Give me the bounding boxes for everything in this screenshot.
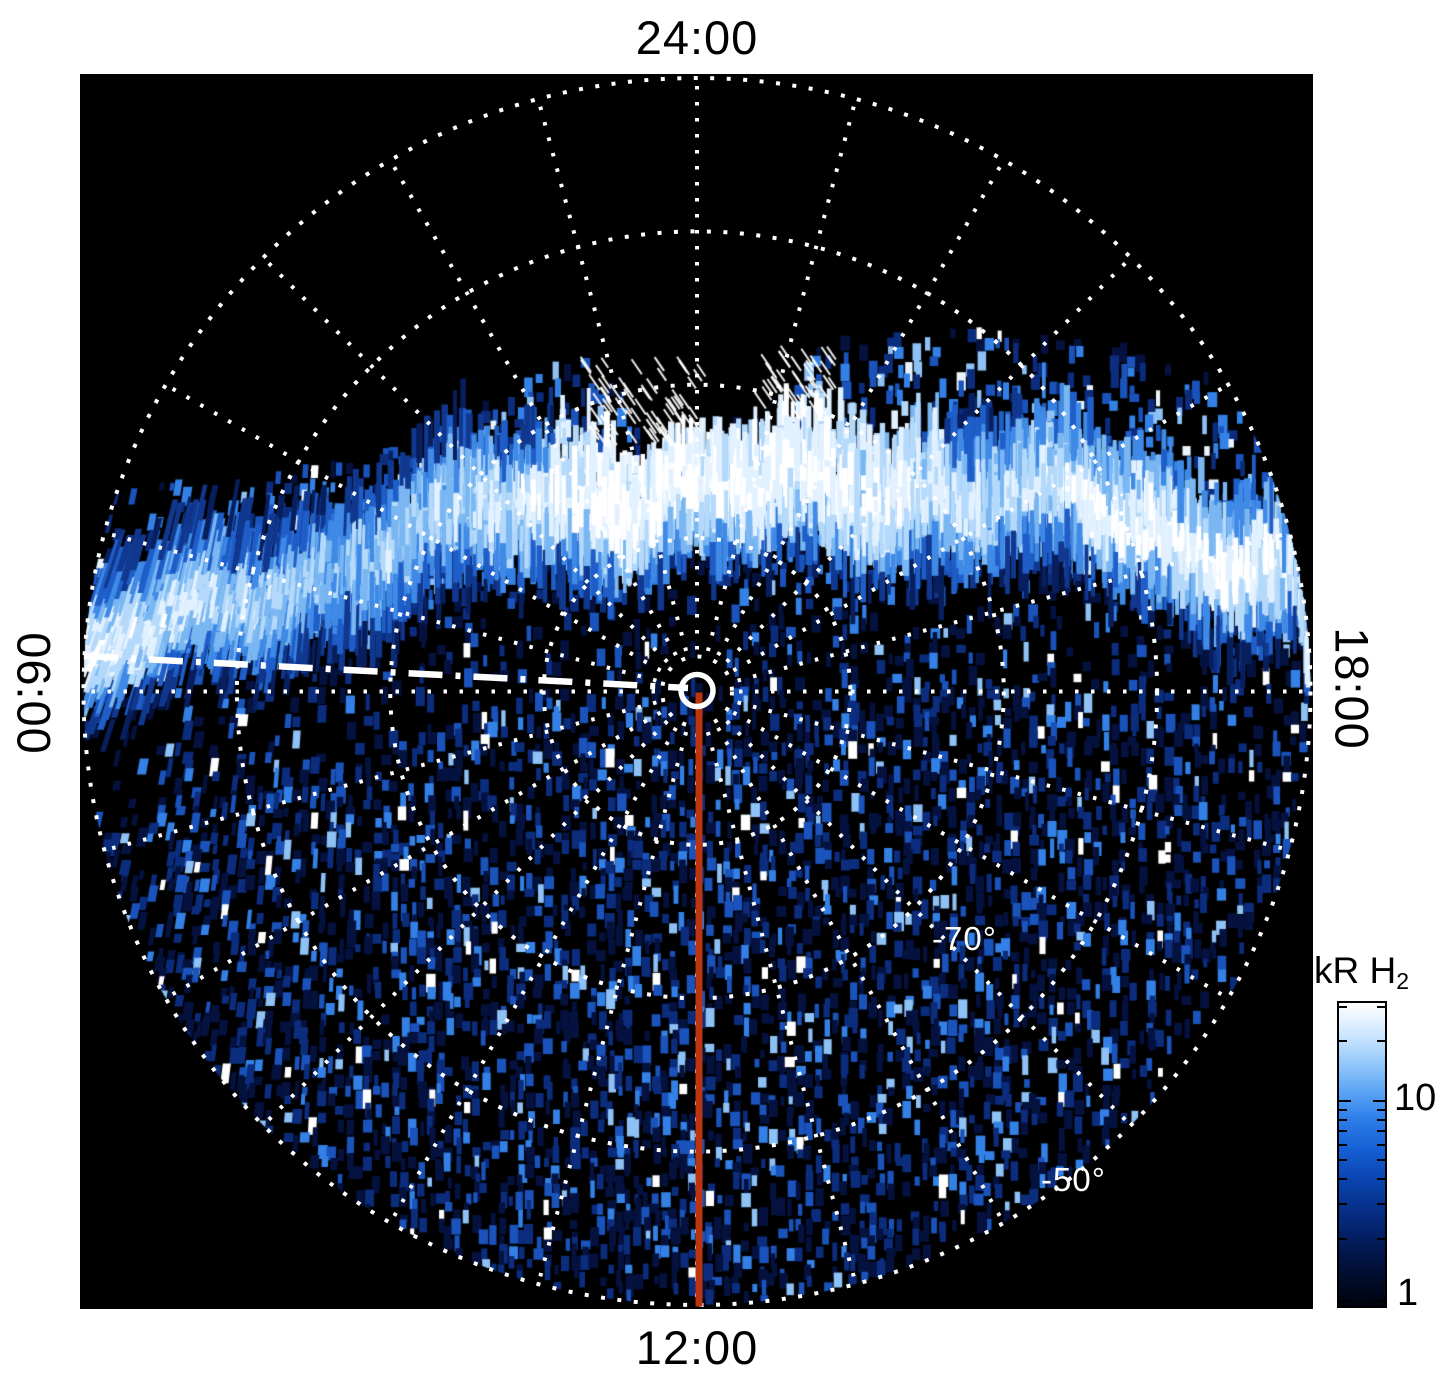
localtime-gridline <box>388 159 678 657</box>
colorbar-tick <box>1377 1143 1385 1146</box>
time-label-0600: 06:00 <box>7 632 61 755</box>
colorbar-tick-label-10: 10 <box>1394 1077 1437 1119</box>
latitude-gridline <box>81 76 1313 1307</box>
localtime-gridline <box>716 159 1006 657</box>
localtime-gridline <box>732 383 1230 673</box>
colorbar-tick <box>1339 1237 1347 1240</box>
colorbar-tick <box>1377 1040 1385 1043</box>
localtime-gridline <box>737 700 1291 853</box>
localtime-gridline <box>164 383 662 673</box>
polar-grid-overlay <box>81 76 1313 1307</box>
colorbar-tick <box>1377 1118 1385 1121</box>
colorbar-title-subscript: 2 <box>1396 968 1410 994</box>
localtime-gridline <box>737 530 1291 683</box>
localtime-gridline <box>705 98 858 652</box>
colorbar-title-main: kR H <box>1314 950 1397 991</box>
localtime-gridline <box>536 731 689 1285</box>
colorbar-tick <box>1377 1005 1385 1008</box>
colorbar-tick <box>1339 1178 1347 1181</box>
latitude-gridline <box>541 536 853 847</box>
colorbar-tick <box>1373 1099 1385 1102</box>
pole-marker <box>678 671 716 710</box>
localtime-gridline <box>164 710 662 1000</box>
time-label-2400: 24:00 <box>635 11 759 64</box>
colorbar-tick <box>1339 1040 1347 1043</box>
time-label-1800: 18:00 <box>1325 627 1379 750</box>
colorbar-tick <box>1377 1178 1385 1181</box>
colorbar-tick <box>1339 1005 1347 1008</box>
localtime-gridline <box>536 98 689 652</box>
latitude-gridline <box>660 654 734 729</box>
localtime-gridline <box>388 726 678 1224</box>
colorbar-tick <box>1377 1237 1385 1240</box>
localtime-gridline <box>261 256 669 664</box>
localtime-gridline <box>725 719 1133 1127</box>
dawn-dash-dot-line <box>83 652 689 692</box>
localtime-gridline <box>103 530 657 683</box>
colorbar-tick <box>1373 1300 1385 1303</box>
colorbar-tick <box>1339 1108 1347 1111</box>
colorbar-tick <box>1339 1300 1351 1303</box>
time-label-1200: 12:00 <box>635 1321 759 1374</box>
colorbar-tick <box>1339 1130 1347 1133</box>
colorbar <box>1337 1001 1387 1308</box>
colorbar-tick <box>1377 1130 1385 1133</box>
colorbar-tick <box>1339 1118 1347 1121</box>
colorbar-tick <box>1339 1202 1347 1205</box>
localtime-gridline <box>103 700 657 853</box>
latitude-label-70: -70° <box>932 920 997 957</box>
colorbar-tick <box>1377 1202 1385 1205</box>
colorbar-tick-label-1: 1 <box>1397 1272 1419 1314</box>
colorbar-tick <box>1377 1159 1385 1162</box>
polar-plot-area: -70° -50° <box>80 74 1313 1309</box>
localtime-gridline <box>725 256 1133 664</box>
localtime-gridline <box>705 731 858 1285</box>
colorbar-title: kR H2 <box>1314 950 1409 995</box>
colorbar-tick <box>1377 1108 1385 1111</box>
localtime-gridline <box>716 726 1006 1224</box>
localtime-gridline <box>261 719 669 1127</box>
latitude-label-50: -50° <box>1041 1161 1106 1198</box>
colorbar-tick <box>1339 1099 1351 1102</box>
colorbar-tick <box>1339 1159 1347 1162</box>
colorbar-tick <box>1339 1143 1347 1146</box>
